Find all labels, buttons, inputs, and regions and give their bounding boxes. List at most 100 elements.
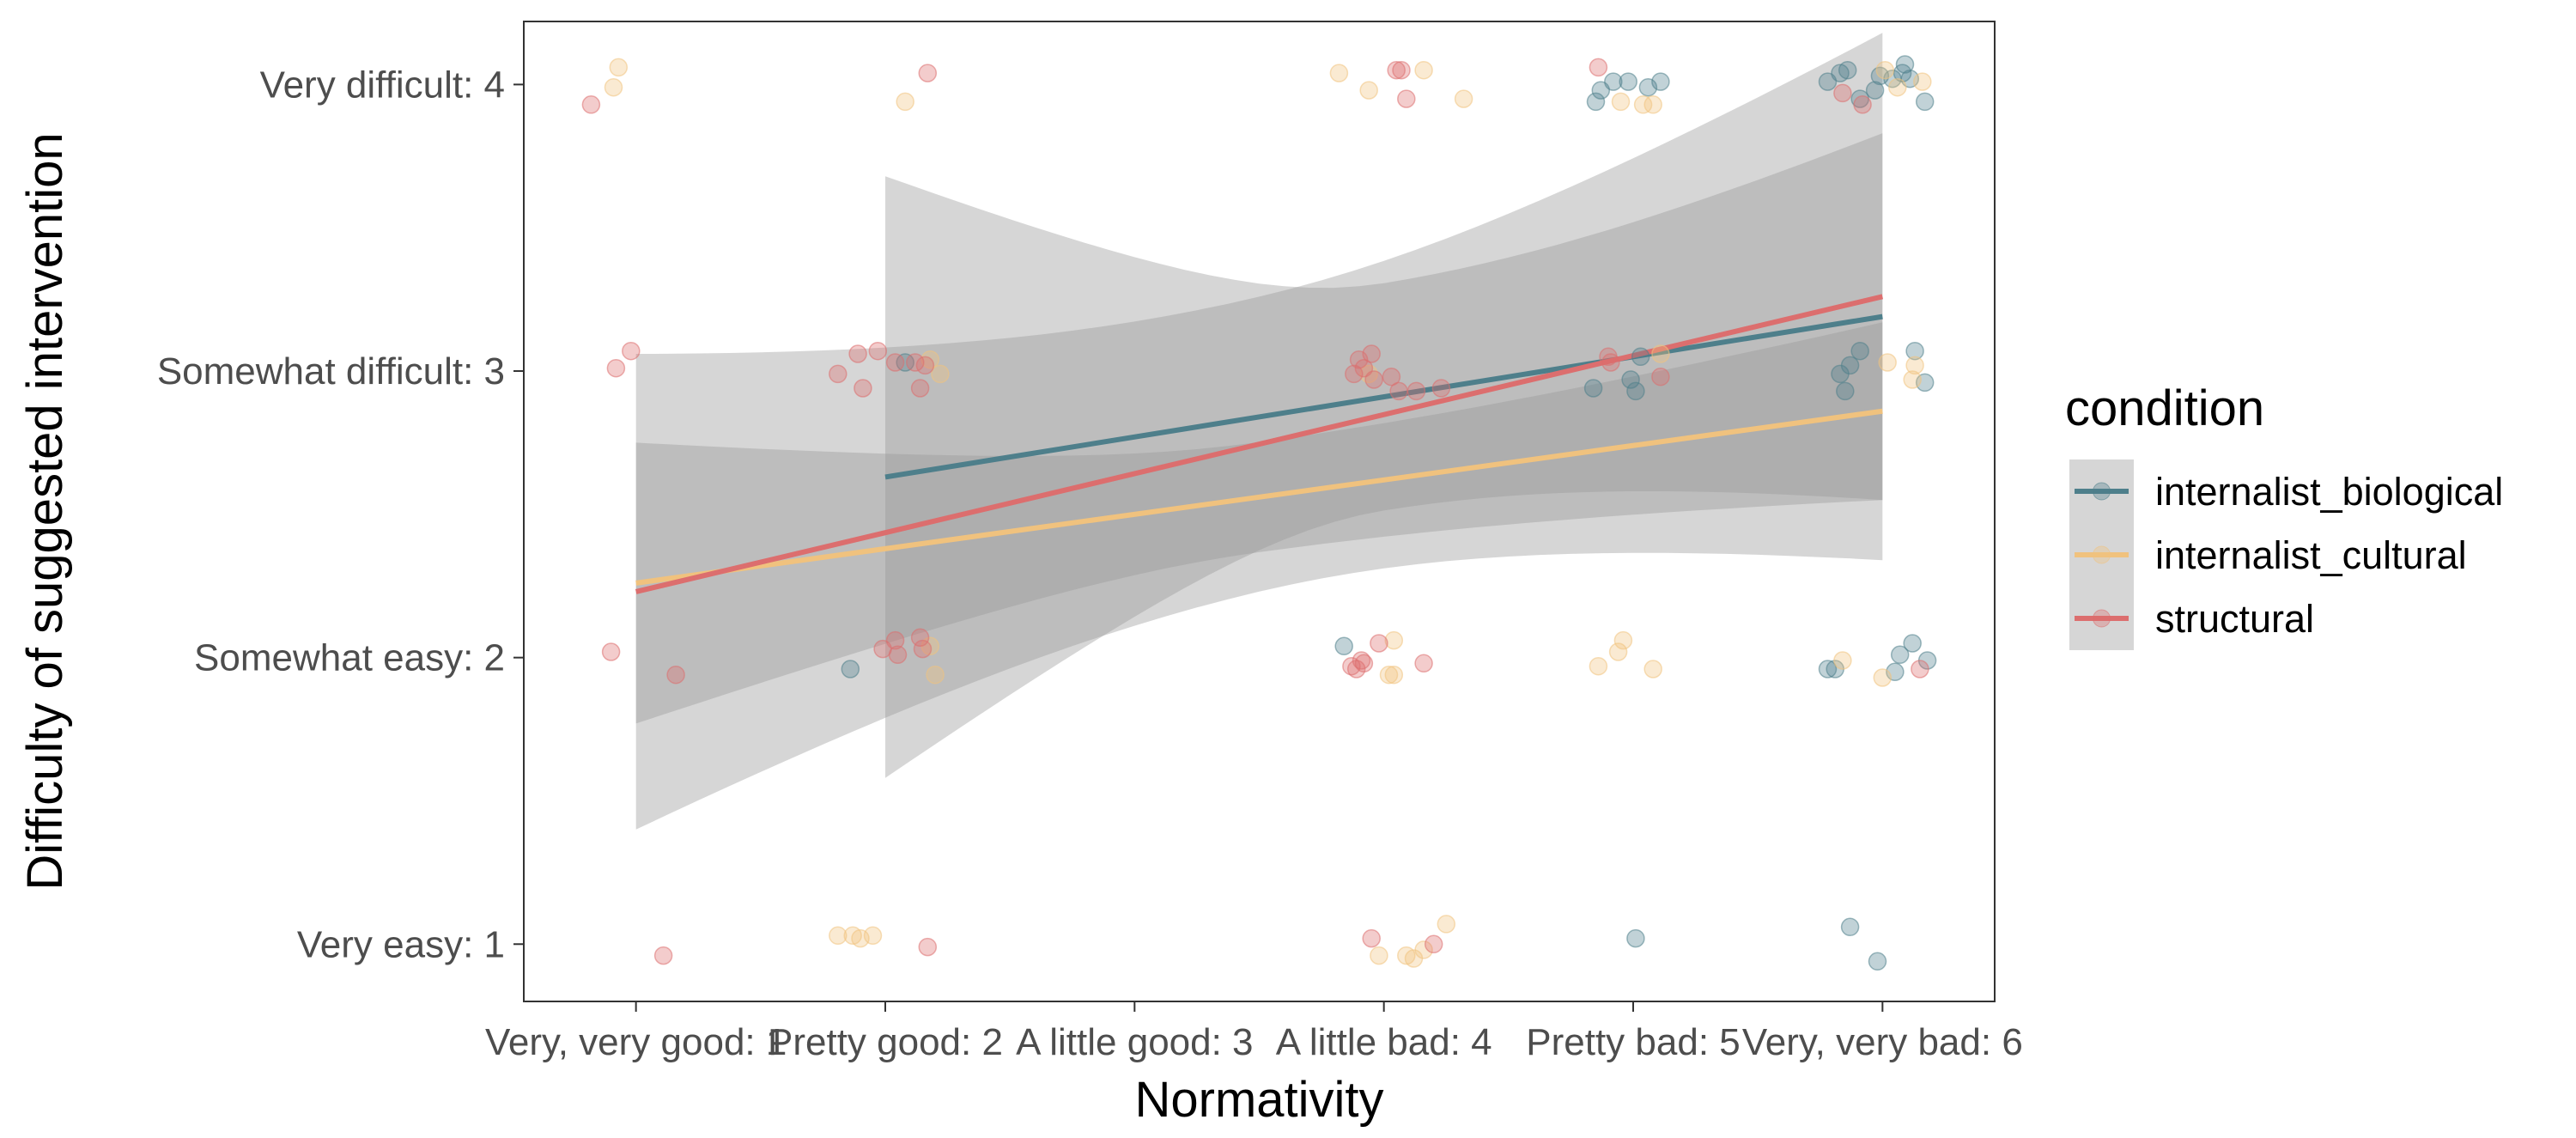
data-point (1838, 60, 1857, 80)
legend-title: condition (2065, 380, 2264, 436)
data-point (1865, 81, 1885, 100)
data-point (1354, 654, 1374, 673)
data-point (910, 628, 930, 648)
data-point (896, 353, 914, 372)
data-point (606, 358, 626, 378)
data-point (1601, 353, 1620, 372)
y-tick-label: Very difficult: 4 (260, 64, 505, 106)
data-point (1406, 381, 1426, 401)
data-point (829, 926, 848, 946)
data-point (1359, 364, 1378, 384)
legend-key-point (2093, 482, 2111, 501)
data-point (1370, 634, 1388, 653)
data-point (848, 344, 867, 363)
data-point (1589, 656, 1608, 676)
data-point (913, 639, 933, 659)
data-point (601, 642, 621, 661)
data-point (1651, 367, 1670, 386)
data-point (1893, 64, 1912, 82)
data-point (851, 928, 870, 948)
data-point (1913, 72, 1932, 91)
series-points-structural (581, 58, 1929, 965)
legend-label: internalist_cultural (2155, 533, 2467, 577)
data-point (854, 379, 872, 398)
x-tick-label: Very, very bad: 6 (1742, 1021, 2023, 1063)
data-point (1414, 654, 1433, 673)
data-point (829, 364, 848, 384)
data-point (1364, 370, 1383, 389)
data-point (1414, 940, 1433, 959)
data-point (1903, 370, 1922, 389)
data-point (666, 665, 685, 685)
data-point (931, 364, 950, 384)
data-point (918, 937, 938, 957)
data-point (1431, 379, 1451, 398)
y-axis-title: Difficulty of suggested intervention (17, 132, 73, 890)
data-point (1840, 356, 1860, 375)
data-point (1397, 89, 1416, 108)
legend-key-point (2093, 609, 2111, 628)
data-point (1818, 660, 1838, 679)
data-point (888, 645, 908, 665)
data-point (622, 341, 641, 361)
x-tick-label: Very, very good: 1 (485, 1021, 787, 1063)
data-point (1379, 665, 1399, 685)
data-point (1619, 72, 1637, 91)
data-point (841, 660, 860, 679)
data-point (1389, 381, 1408, 401)
data-point (1392, 60, 1411, 80)
fit-line-structural (635, 294, 1884, 594)
data-point (1850, 341, 1869, 361)
data-point (1833, 83, 1852, 103)
legend-label: structural (2155, 597, 2314, 641)
data-point (1382, 367, 1401, 386)
data-point (920, 350, 940, 369)
data-point (1384, 630, 1404, 650)
data-point (868, 341, 888, 361)
data-point (1362, 928, 1381, 948)
data-point (1833, 651, 1852, 670)
data-point (1586, 92, 1606, 112)
data-point (1840, 917, 1860, 937)
data-point (1613, 630, 1633, 650)
ci-band-internalist-cultural (635, 322, 1883, 724)
data-point (1384, 665, 1404, 685)
data-point (1387, 60, 1406, 80)
x-tick-label: Pretty bad: 5 (1526, 1021, 1740, 1063)
data-point (910, 379, 930, 398)
data-point (1352, 651, 1371, 670)
data-point (885, 630, 905, 650)
data-point (1334, 636, 1353, 656)
y-tick-label: Somewhat easy: 2 (194, 637, 505, 679)
series-points-internalist-cultural (604, 58, 1932, 968)
data-point (1589, 58, 1608, 77)
data-point (1414, 60, 1433, 80)
x-tick-label: A little bad: 4 (1276, 1021, 1492, 1063)
legend-key-point (2093, 545, 2111, 564)
data-point (915, 356, 935, 375)
data-point (1905, 356, 1924, 375)
series-points-internalist-biological (841, 55, 1937, 971)
data-point (1611, 92, 1631, 112)
data-point (1890, 645, 1910, 665)
data-point (1437, 915, 1456, 934)
data-point (581, 95, 601, 114)
x-axis-title: Normativity (1134, 1072, 1383, 1128)
data-point (1633, 95, 1653, 114)
data-point (1621, 370, 1640, 389)
data-point (1329, 64, 1349, 82)
data-point (1651, 344, 1670, 363)
data-point (653, 946, 673, 965)
data-point (1626, 928, 1645, 948)
data-point (918, 64, 938, 82)
data-point (1643, 660, 1662, 679)
data-point (885, 353, 905, 372)
data-point (1853, 95, 1872, 114)
data-point (1345, 364, 1364, 384)
data-point (604, 77, 623, 97)
data-point (1370, 946, 1388, 965)
data-point (1905, 341, 1924, 361)
plot-panel-border (523, 21, 1996, 1002)
